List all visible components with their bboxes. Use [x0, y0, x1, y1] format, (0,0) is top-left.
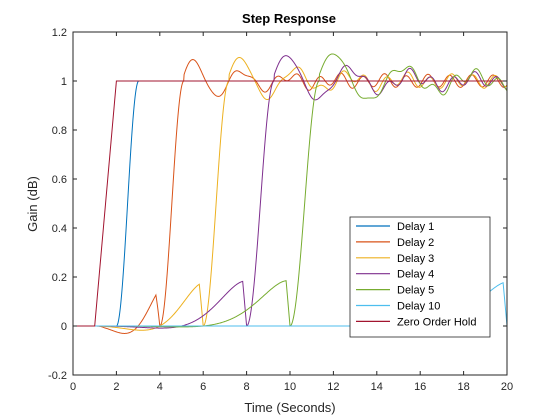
x-tick-label: 0	[70, 381, 76, 393]
legend: Delay 1 Delay 2 Delay 3 Delay 4 Delay 5 Delay…	[349, 216, 491, 338]
ticks-layer: 0 2 4 6 8 10 12 14 16 18 20-0.200.20.40.60.811.2	[48, 27, 513, 393]
legend-entry: Delay 5	[397, 285, 434, 297]
y-tick-label: 0.6	[52, 174, 67, 186]
x-tick-label: 12	[327, 381, 339, 393]
chart-title: Step Response	[242, 11, 336, 26]
x-tick-label: 14	[371, 381, 383, 393]
x-tick-label: 10	[284, 381, 296, 393]
y-tick-label: 1	[61, 76, 67, 88]
x-axis-label: Time (Seconds)	[244, 400, 335, 415]
x-tick-label: 8	[244, 381, 250, 393]
series-line-zero-order-hold	[73, 80, 507, 327]
x-tick-label: 16	[414, 381, 426, 393]
y-tick-label: 0.8	[52, 125, 67, 137]
y-tick-label: 0	[61, 321, 67, 333]
x-tick-label: 4	[157, 381, 163, 393]
series-layer	[73, 53, 507, 334]
y-tick-label: 1.2	[52, 27, 67, 39]
y-tick-label: 0.2	[52, 272, 67, 284]
x-tick-label: 20	[501, 381, 513, 393]
legend-entry: Delay 3	[397, 253, 434, 265]
x-tick-label: 2	[113, 381, 119, 393]
legend-entry: Delay 2	[397, 237, 434, 249]
legend-entry: Zero Order Hold	[397, 316, 476, 328]
legend-box	[349, 216, 491, 338]
y-tick-label: 0.4	[52, 223, 67, 235]
y-axis-label: Gain (dB)	[25, 176, 40, 232]
x-tick-label: 6	[200, 381, 206, 393]
legend-entry: Delay 10	[397, 301, 440, 313]
series-line-delay-3	[73, 56, 507, 331]
legend-entry: Delay 1	[397, 221, 434, 233]
x-tick-label: 18	[457, 381, 469, 393]
legend-entry: Delay 4	[397, 269, 434, 281]
y-tick-label: -0.2	[48, 370, 67, 382]
